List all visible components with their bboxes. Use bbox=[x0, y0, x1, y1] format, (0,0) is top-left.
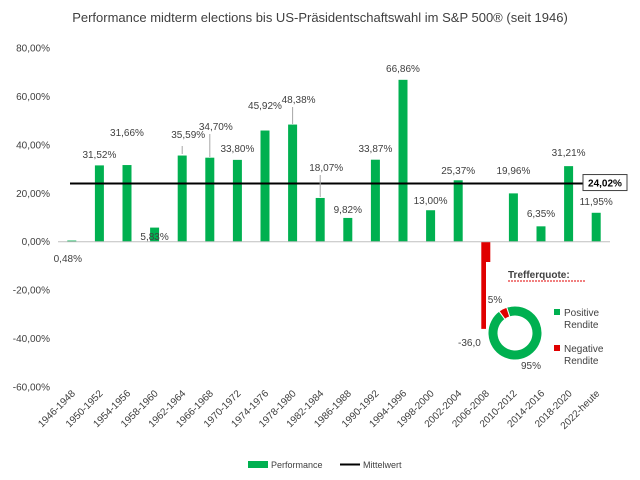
bar bbox=[453, 180, 463, 242]
legend-swatch-performance bbox=[248, 461, 268, 468]
bar bbox=[536, 226, 546, 242]
inset-legend-label: Rendite bbox=[564, 356, 599, 367]
legend-label-performance: Performance bbox=[271, 460, 323, 470]
data-label: 66,86% bbox=[386, 64, 420, 75]
inset-title: Trefferquote: bbox=[508, 270, 570, 281]
data-label: 5,83% bbox=[140, 232, 168, 243]
bar bbox=[481, 241, 491, 329]
y-tick-label: -40,00% bbox=[13, 334, 50, 345]
donut-slice-label: 5% bbox=[488, 295, 503, 306]
data-label: 9,82% bbox=[334, 205, 362, 216]
data-label: 31,66% bbox=[110, 128, 144, 139]
legend-label-mean: Mittelwert bbox=[363, 460, 402, 470]
y-tick-label: -60,00% bbox=[13, 383, 50, 394]
bar bbox=[426, 210, 436, 242]
y-tick-label: 80,00% bbox=[16, 44, 50, 55]
x-axis: 1946-19481950-19521954-19561958-19601962… bbox=[36, 388, 602, 432]
donut-slice-label: 95% bbox=[521, 361, 541, 372]
bar bbox=[177, 155, 187, 242]
y-tick-label: 0,00% bbox=[22, 237, 50, 248]
data-labels: 0,48% 31,52% 31,66% 5,83% 35,59%34,70% 33,80%… bbox=[54, 64, 613, 349]
inset-legend-label: Rendite bbox=[564, 320, 599, 331]
mean-callout: 24,02% bbox=[582, 174, 628, 192]
y-tick-label: 60,00% bbox=[16, 92, 50, 103]
data-label: 31,21% bbox=[552, 148, 586, 159]
bar bbox=[232, 159, 242, 242]
bar bbox=[205, 157, 215, 242]
inset-legend-swatch bbox=[554, 345, 560, 351]
legend: Performance Mittelwert bbox=[248, 460, 402, 470]
data-label: 34,70% bbox=[199, 122, 233, 133]
bar bbox=[591, 212, 601, 242]
mean-label-box bbox=[582, 174, 628, 192]
data-label: 35,59% bbox=[171, 130, 205, 141]
bars bbox=[67, 79, 601, 329]
data-label: 6,35% bbox=[527, 209, 555, 220]
bar bbox=[315, 197, 325, 242]
bar bbox=[67, 240, 77, 242]
bar bbox=[370, 159, 380, 242]
data-label: -36,0 bbox=[458, 338, 481, 349]
bar bbox=[343, 217, 353, 242]
inset-donut: 95% 5% bbox=[487, 295, 543, 372]
y-tick-label: 40,00% bbox=[16, 140, 50, 151]
inset-legend-label: Negative bbox=[564, 344, 604, 355]
donut-slice bbox=[487, 305, 543, 361]
y-tick-label: -20,00% bbox=[13, 286, 50, 297]
inset-legend-swatch bbox=[554, 309, 560, 315]
data-label: 48,38% bbox=[282, 95, 316, 106]
y-tick-label: 20,00% bbox=[16, 189, 50, 200]
bar bbox=[398, 79, 408, 242]
data-label: 45,92% bbox=[248, 101, 282, 112]
inset-background bbox=[486, 262, 620, 380]
bar bbox=[122, 165, 132, 242]
bar bbox=[94, 165, 104, 242]
data-label: 18,07% bbox=[309, 163, 343, 174]
mean-label: 24,02% bbox=[588, 179, 622, 190]
data-label: 31,52% bbox=[82, 150, 116, 161]
y-axis: -60,00% -40,00% -20,00% 0,00% 20,00% 40,00% 60… bbox=[13, 44, 50, 394]
bar bbox=[564, 166, 574, 242]
data-label: 25,37% bbox=[441, 166, 475, 177]
data-label: 13,00% bbox=[414, 196, 448, 207]
bar bbox=[150, 227, 160, 242]
data-label: 19,96% bbox=[496, 166, 530, 177]
hit-rate-inset: Trefferquote: 95%5% PositiveRenditeNegat… bbox=[486, 262, 620, 380]
data-label: 33,87% bbox=[358, 144, 392, 155]
donut-slice bbox=[498, 306, 511, 320]
data-label: 33,80% bbox=[220, 144, 254, 155]
data-label: 11,95% bbox=[580, 197, 613, 208]
bar bbox=[508, 193, 518, 242]
chart-title: Performance midterm elections bis US-Prä… bbox=[72, 10, 568, 25]
bar bbox=[260, 130, 270, 242]
data-label: 0,48% bbox=[54, 254, 82, 265]
inset-legend-label: Positive bbox=[564, 308, 599, 319]
